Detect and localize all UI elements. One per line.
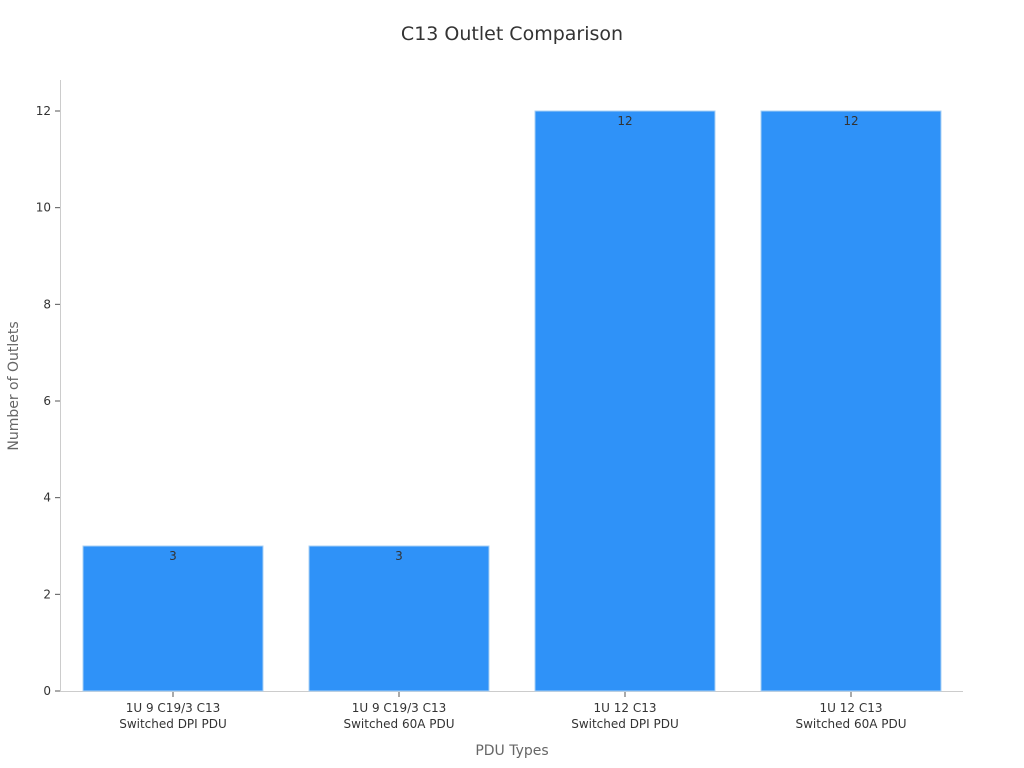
x-tick-label: 1U 9 C19/3 C13 <box>352 701 446 715</box>
x-tick-label: 1U 12 C13 <box>594 701 657 715</box>
data-label: 12 <box>843 114 858 128</box>
x-tick-label: Switched 60A PDU <box>343 717 454 731</box>
y-tick-label: 10 <box>36 201 51 215</box>
y-tick-label: 8 <box>43 297 51 311</box>
x-tick-label: 1U 9 C19/3 C13 <box>126 701 220 715</box>
bar <box>534 110 716 692</box>
y-tick-label: 4 <box>43 491 51 505</box>
y-tick-label: 2 <box>43 587 51 601</box>
bar <box>308 545 490 692</box>
chart-title: C13 Outlet Comparison <box>401 23 623 45</box>
y-tick-label: 6 <box>43 394 51 408</box>
data-label: 12 <box>617 114 632 128</box>
y-axis-label: Number of Outlets <box>6 321 22 450</box>
data-label: 3 <box>395 549 403 563</box>
y-tick-label: 12 <box>36 104 51 118</box>
bar <box>760 110 942 692</box>
y-tick-label: 0 <box>43 684 51 698</box>
x-tick-label: 1U 12 C13 <box>820 701 883 715</box>
x-tick-label: Switched DPI PDU <box>571 717 679 731</box>
bar <box>82 545 264 692</box>
data-label: 3 <box>169 549 177 563</box>
x-axis-label: PDU Types <box>475 743 548 759</box>
x-tick-label: Switched DPI PDU <box>119 717 227 731</box>
x-tick-label: Switched 60A PDU <box>795 717 906 731</box>
